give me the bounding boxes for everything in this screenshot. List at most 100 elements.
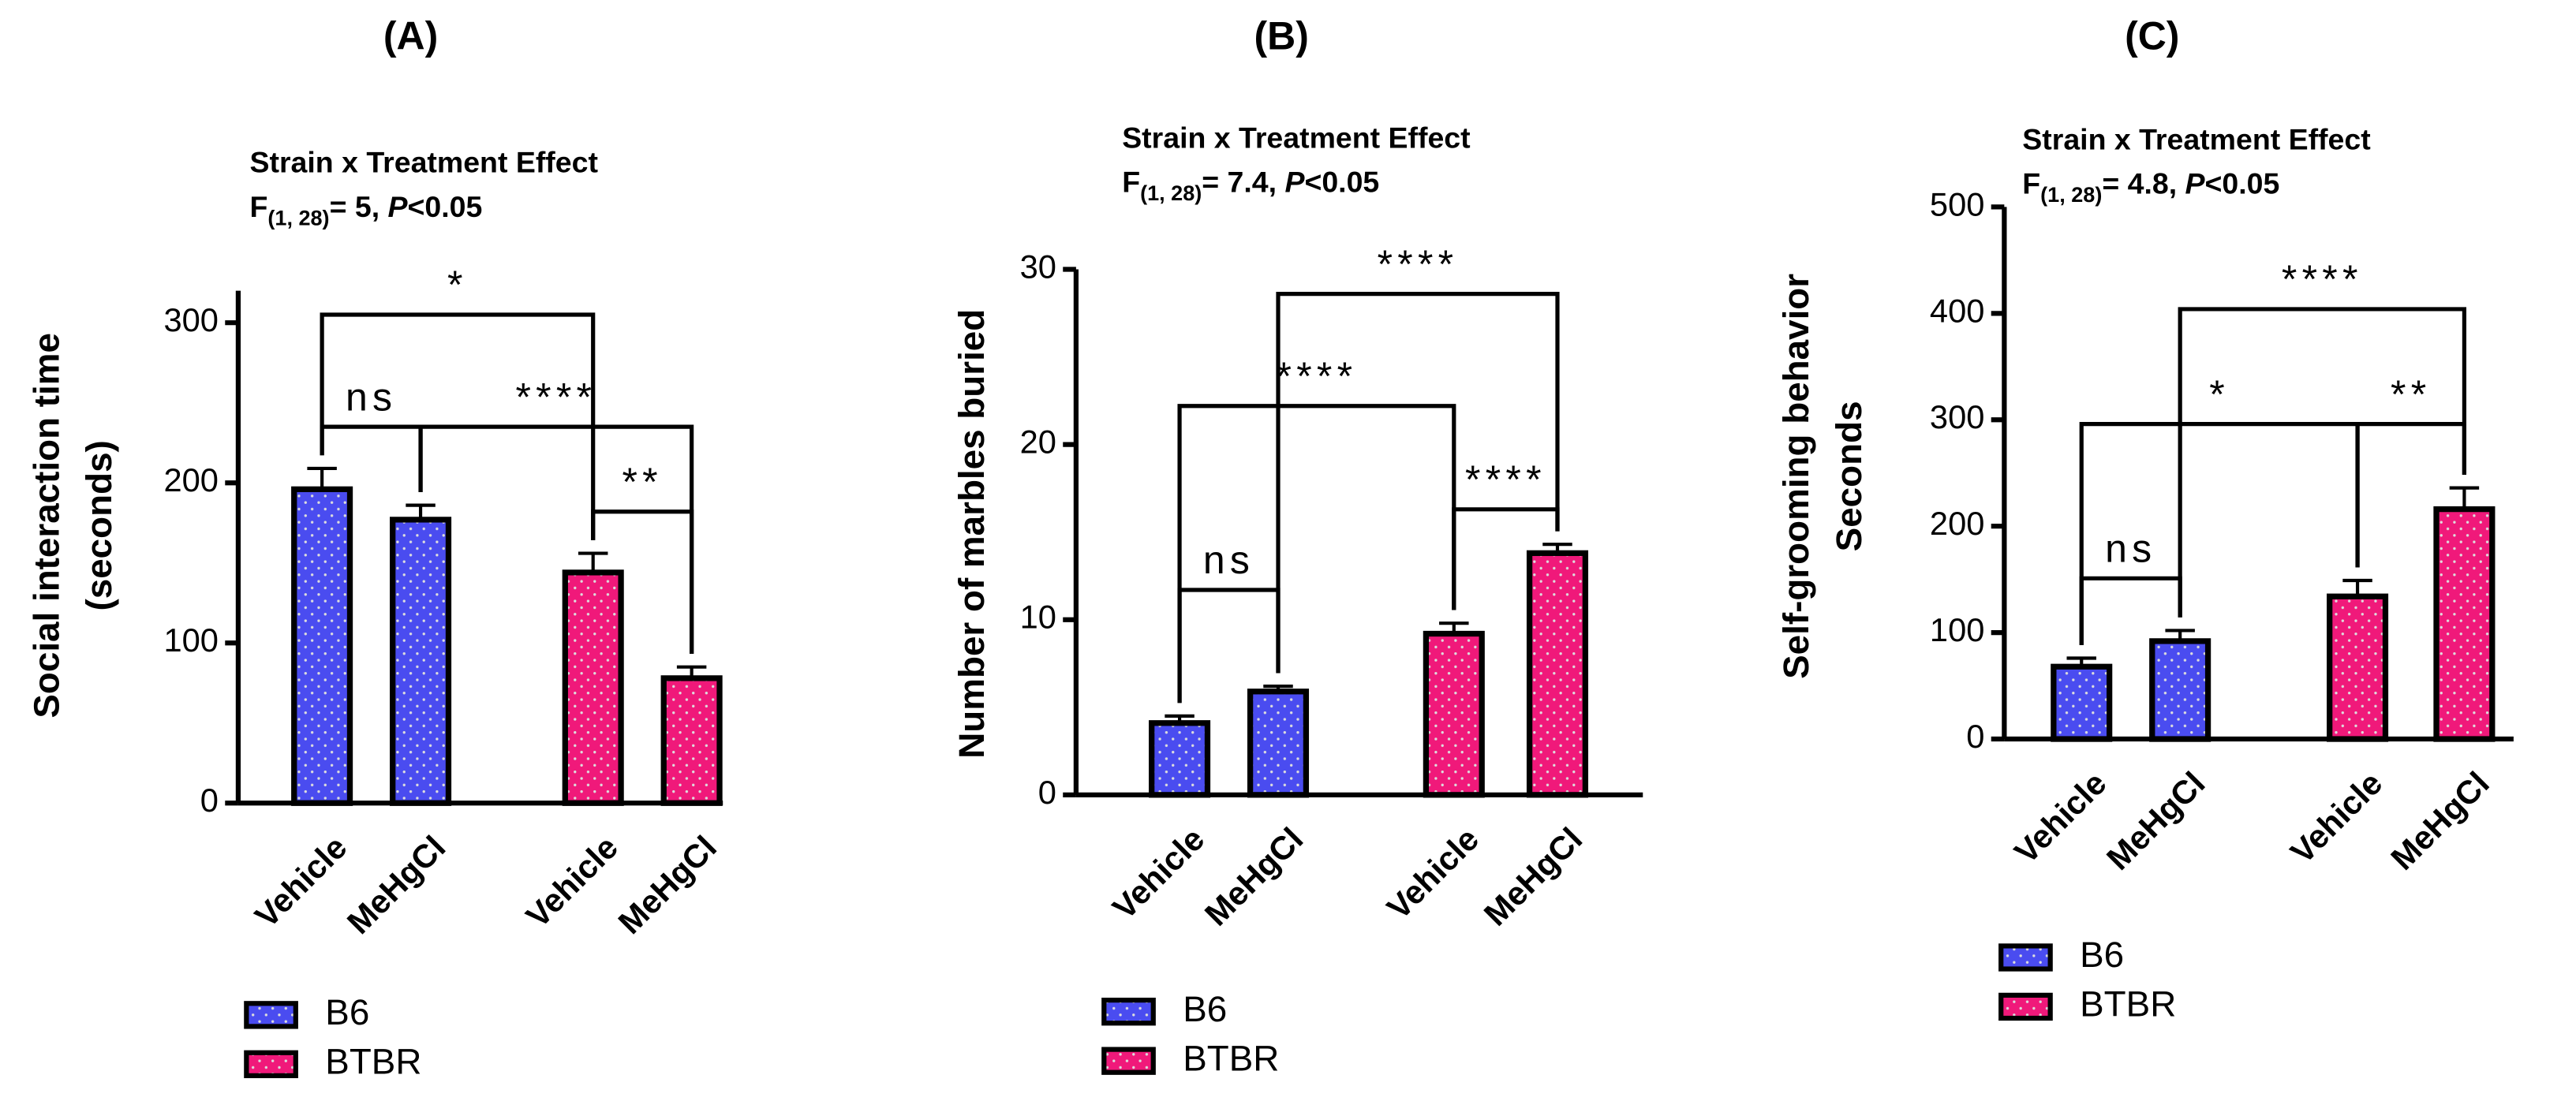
stat-f: F (2022, 167, 2040, 200)
legend-swatch (1998, 992, 2053, 1021)
stat-threshold: <0.05 (408, 190, 483, 223)
significance-bracket (1177, 588, 1281, 704)
stat-df: (1, 28) (2040, 183, 2102, 207)
legend-label: BTBR (2080, 984, 2176, 1024)
y-axis-label: Number of marbles buried (952, 309, 992, 759)
x-tick-label: Vehicle (1379, 820, 1486, 927)
significance-label: **** (515, 375, 596, 419)
stat-text: F(1, 28)= 4.8, P<0.05 (2022, 167, 2279, 207)
stat-df: (1, 28) (267, 206, 329, 230)
x-tick-label: MeHgCl (2099, 764, 2212, 877)
panel-label: (C) (2125, 13, 2179, 58)
legend-swatch (244, 1001, 298, 1029)
y-axis-label: Seconds (1829, 401, 1869, 551)
significance-label: ** (2391, 372, 2431, 416)
significance-bracket (1276, 292, 1560, 674)
stat-p: P (2185, 167, 2206, 200)
stat-value: = 5, (330, 190, 388, 223)
x-tick-label: MeHgCl (1477, 820, 1590, 933)
x-tick-label: MeHgCl (340, 828, 453, 941)
stat-value: = 4.8, (2102, 167, 2185, 200)
legend-swatch (244, 1050, 298, 1079)
bar (660, 675, 723, 806)
stat-text: F(1, 28)= 5, P<0.05 (250, 190, 483, 230)
significance-bracket (1452, 507, 1560, 610)
significance-label: **** (1465, 457, 1546, 502)
bar (390, 517, 452, 806)
x-tick-label: Vehicle (518, 828, 625, 935)
panel-label: (B) (1254, 13, 1308, 58)
y-tick-label: 300 (1930, 398, 1984, 435)
x-tick-label: MeHgCl (611, 828, 723, 941)
significance-label: ns (2105, 526, 2156, 570)
stat-f: F (1122, 166, 1140, 199)
bar (2149, 638, 2211, 742)
legend-label: B6 (1183, 989, 1227, 1029)
stat-threshold: <0.05 (2205, 167, 2280, 200)
significance-bracket (591, 509, 694, 655)
y-tick-label: 0 (1966, 718, 1984, 755)
significance-label: **** (1378, 242, 1459, 286)
significance-bracket (2355, 422, 2467, 568)
y-tick-label: 200 (1930, 505, 1984, 542)
significance-label: ns (346, 375, 397, 419)
panel-label: (A) (383, 13, 438, 58)
y-tick-label: 100 (163, 621, 218, 659)
significance-bracket (2079, 576, 2182, 645)
y-tick-label: 300 (163, 301, 218, 338)
legend-label: B6 (325, 992, 369, 1032)
legend-swatch (1101, 1047, 1156, 1075)
y-tick-label: 30 (1020, 248, 1056, 286)
significance-label: ** (622, 460, 662, 504)
significance-label: **** (2282, 257, 2363, 301)
legend-swatch (1101, 998, 1156, 1026)
x-tick-label: MeHgCl (1198, 820, 1310, 933)
chart-title: Strain x Treatment Effect (250, 146, 599, 179)
stat-threshold: <0.05 (1304, 166, 1379, 199)
x-tick-label: MeHgCl (2383, 764, 2496, 877)
stat-text: F(1, 28)= 7.4, P<0.05 (1122, 166, 1379, 205)
chart-title: Strain x Treatment Effect (1122, 121, 1471, 154)
stat-p: P (388, 190, 409, 223)
significance-label: * (447, 263, 468, 307)
stat-p: P (1284, 166, 1305, 199)
y-tick-label: 10 (1020, 599, 1056, 636)
x-tick-label: Vehicle (2283, 764, 2390, 871)
y-tick-label: 0 (1038, 774, 1056, 811)
y-tick-label: 100 (1930, 611, 1984, 648)
bar (1526, 550, 1589, 798)
bar (291, 486, 353, 806)
bar (562, 569, 624, 806)
x-tick-label: Vehicle (1105, 820, 1212, 927)
chart-title: Strain x Treatment Effect (2022, 123, 2371, 156)
legend-swatch (1998, 943, 2053, 972)
y-axis-label: Self-grooming behavior (1776, 274, 1816, 679)
significance-label: **** (1277, 354, 1358, 398)
stat-f: F (250, 190, 268, 223)
significance-bracket (320, 424, 423, 492)
y-tick-label: 20 (1020, 424, 1056, 461)
y-tick-label: 200 (163, 461, 218, 498)
significance-label: * (2209, 372, 2230, 416)
legend-label: BTBR (325, 1041, 421, 1081)
stat-df: (1, 28) (1140, 181, 1202, 205)
x-tick-label: Vehicle (248, 828, 354, 935)
stat-value: = 7.4, (1202, 166, 1284, 199)
bar (1423, 630, 1485, 798)
y-tick-label: 0 (200, 782, 219, 819)
bar (2051, 663, 2113, 742)
y-axis-label: Social interaction time (27, 333, 67, 718)
bar (1247, 689, 1310, 798)
x-tick-label: Vehicle (2007, 764, 2114, 871)
legend-label: BTBR (1183, 1038, 1279, 1078)
significance-label: ns (1203, 538, 1254, 582)
bar (2327, 593, 2389, 742)
y-tick-label: 500 (1930, 185, 1984, 222)
legend-label: B6 (2080, 935, 2124, 975)
y-axis-label: (seconds) (79, 440, 119, 610)
significance-bracket (2178, 307, 2467, 618)
y-tick-label: 400 (1930, 292, 1984, 329)
bar (1149, 720, 1211, 798)
bar (2433, 506, 2496, 742)
